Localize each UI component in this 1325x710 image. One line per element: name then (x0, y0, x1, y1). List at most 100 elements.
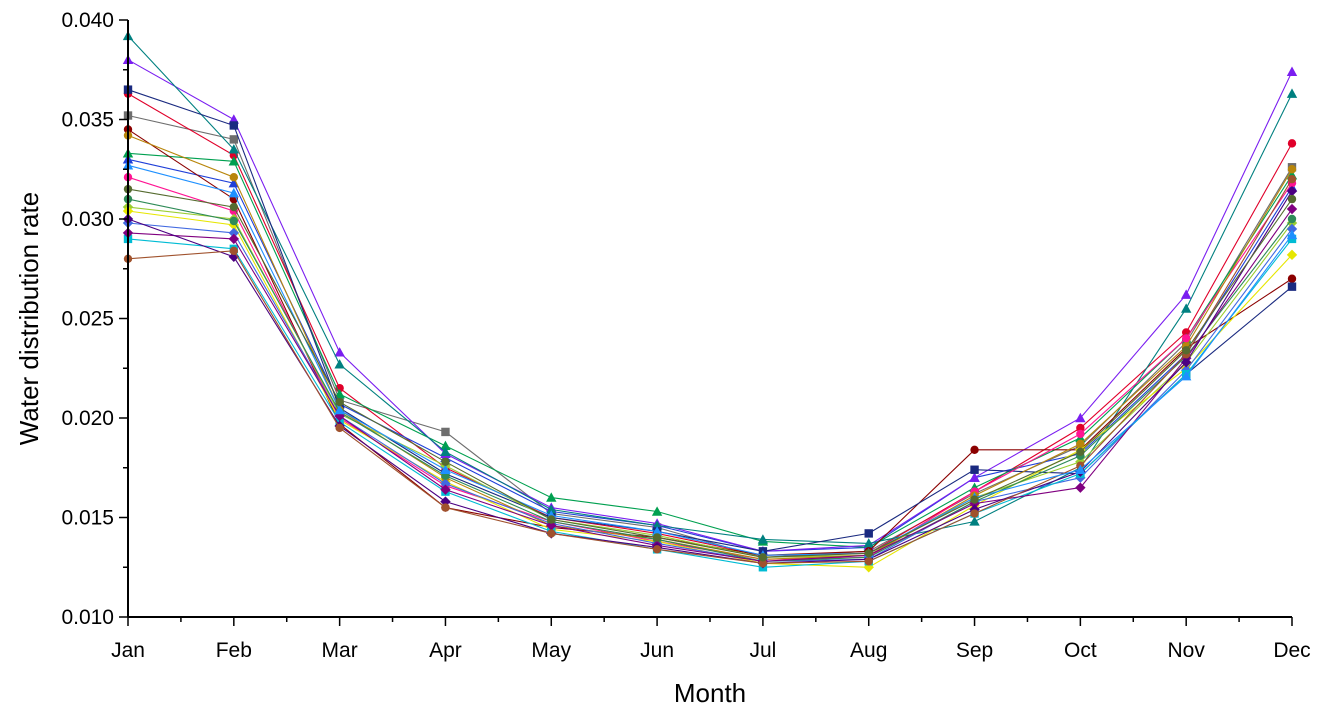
data-point (229, 173, 239, 182)
series-line (127, 222, 1293, 562)
data-point (440, 440, 451, 451)
data-point (440, 484, 451, 495)
series-line (127, 208, 1293, 562)
data-point (1076, 447, 1085, 457)
series-15 (123, 194, 1297, 566)
x-tick-label: Dec (1273, 639, 1310, 662)
series-2 (123, 89, 1297, 560)
data-point (864, 529, 873, 538)
x-tick-label: Apr (429, 639, 462, 662)
data-point (1287, 139, 1297, 148)
data-point (757, 534, 769, 544)
data-point (335, 397, 344, 407)
series-line (127, 238, 1293, 568)
data-point (546, 492, 557, 502)
data-point (1286, 66, 1298, 76)
y-tick-label: 0.015 (61, 507, 114, 530)
data-point (970, 465, 979, 474)
data-point (1076, 423, 1085, 433)
data-point (546, 520, 557, 531)
series-line (127, 206, 1293, 558)
y-tick-label: 0.010 (61, 606, 114, 629)
data-point (1286, 223, 1298, 235)
data-point (1180, 371, 1192, 381)
y-tick-label: 0.035 (61, 109, 114, 132)
axes-layer: 0.010 0.015 0.020 0.025 0.030 0.035 0.040 Jan Fe… (61, 9, 1310, 662)
series-line (127, 152, 1293, 548)
y-tick-label: 0.025 (61, 308, 114, 331)
data-point (547, 515, 556, 524)
series-line (127, 35, 1293, 544)
data-point (441, 503, 450, 512)
y-tick-label: 0.020 (61, 407, 114, 430)
series-1 (123, 111, 1297, 562)
data-point (229, 216, 239, 226)
series-line (127, 198, 1293, 562)
series-line (127, 178, 1293, 564)
series-14 (123, 234, 1297, 572)
series-20 (123, 184, 1297, 562)
data-point (440, 478, 451, 489)
data-point (228, 177, 240, 188)
data-point (1287, 214, 1297, 224)
data-point (229, 121, 239, 130)
data-point (546, 504, 557, 514)
series-4 (122, 148, 1298, 552)
series-line (127, 89, 1293, 552)
data-point (1286, 229, 1298, 240)
series-line (127, 114, 1293, 558)
data-point (1286, 88, 1298, 98)
data-point (228, 233, 240, 245)
data-point (1075, 482, 1086, 493)
data-point (229, 135, 239, 144)
series-line (127, 190, 1293, 564)
y-tick-label: 0.030 (61, 208, 114, 231)
data-point (970, 445, 979, 455)
data-point (440, 464, 451, 474)
x-axis-title: Month (674, 678, 746, 708)
data-point (1075, 412, 1086, 423)
data-point (1287, 274, 1297, 283)
data-point (1180, 357, 1192, 368)
x-tick-label: May (531, 639, 571, 662)
x-tick-label: Oct (1064, 639, 1097, 662)
data-point (651, 506, 663, 516)
data-point (334, 347, 345, 357)
series-line (127, 128, 1293, 556)
series-line (127, 210, 1293, 568)
data-point (1287, 175, 1297, 184)
series-17 (122, 185, 1298, 569)
series-7 (123, 125, 1297, 560)
data-point (335, 423, 344, 433)
data-point (758, 559, 768, 568)
data-point (228, 227, 240, 239)
x-tick-label: Feb (216, 639, 252, 662)
data-point (334, 404, 345, 415)
data-point (970, 495, 979, 504)
x-tick-label: Jan (111, 639, 145, 662)
data-point (863, 538, 874, 548)
series-line (127, 134, 1293, 560)
series-line (127, 59, 1293, 552)
data-point (652, 545, 662, 554)
data-point (1287, 282, 1297, 291)
data-point (1181, 346, 1191, 355)
data-point (1287, 165, 1297, 174)
series-line (127, 188, 1293, 558)
x-tick-label: Sep (956, 639, 993, 662)
x-tick-label: Mar (322, 639, 358, 662)
data-point (229, 202, 239, 212)
series-10 (122, 201, 1298, 563)
data-point (334, 359, 345, 369)
data-point (1286, 249, 1298, 261)
data-point (652, 533, 662, 542)
data-point (969, 516, 980, 526)
series-11 (122, 205, 1298, 573)
y-axis-title: Water distribution rate (14, 192, 44, 445)
data-point (970, 509, 979, 518)
data-point (440, 446, 451, 457)
data-point (864, 549, 873, 558)
data-point (1180, 289, 1192, 299)
data-point (1075, 464, 1086, 474)
